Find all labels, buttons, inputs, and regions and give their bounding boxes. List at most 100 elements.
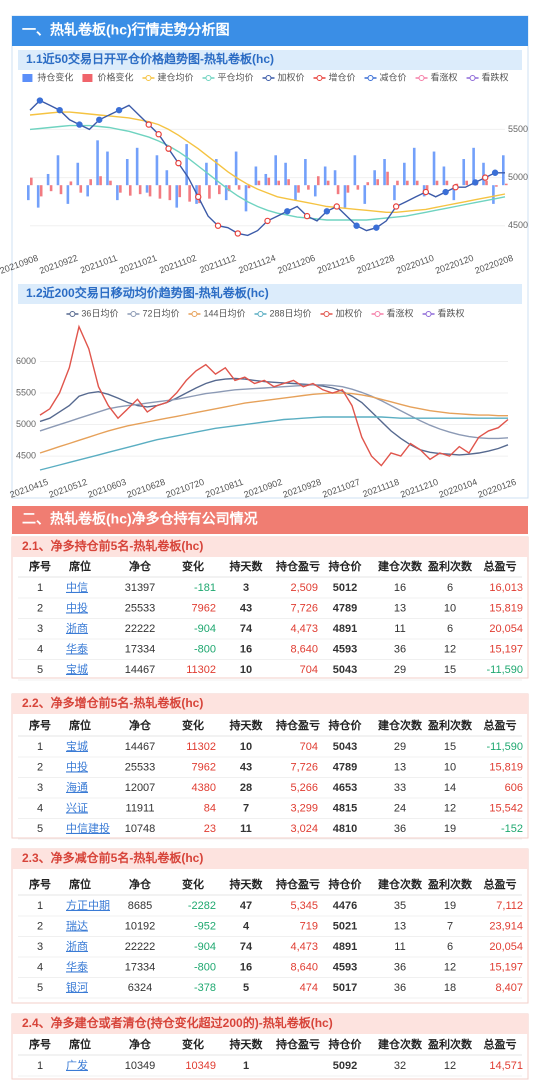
table-cell: 7,726 <box>290 761 318 773</box>
table-cell: 14 <box>444 782 456 794</box>
table-cell: 719 <box>300 920 318 932</box>
seat-link[interactable]: 华泰 <box>66 959 88 973</box>
bar <box>119 185 122 193</box>
point <box>165 145 172 152</box>
bar <box>492 185 495 204</box>
y-tick-label: 6000 <box>16 356 36 366</box>
table-cell: 4891 <box>333 941 357 953</box>
point <box>175 159 182 167</box>
seat-link[interactable]: 浙商 <box>66 621 88 635</box>
table-cell: 7962 <box>192 602 216 614</box>
bar <box>406 180 409 186</box>
table-cell: 4815 <box>333 802 357 814</box>
column-header: 持天数 <box>230 559 264 573</box>
column-header: 序号 <box>29 877 51 891</box>
bar <box>165 170 169 186</box>
bar <box>244 185 248 212</box>
legend-swatch <box>22 74 33 82</box>
legend-swatch <box>257 311 264 317</box>
table-cell: 4,473 <box>290 623 318 635</box>
section-header <box>12 16 528 46</box>
seat-link[interactable]: 中投 <box>66 759 88 773</box>
legend-label: 减仓价 <box>380 71 407 82</box>
table-cell: 19 <box>444 823 456 835</box>
table-cell: 11 <box>394 623 405 635</box>
bar <box>445 180 449 186</box>
point <box>56 106 63 114</box>
table-cell: 3,299 <box>290 802 318 814</box>
bar <box>79 185 83 193</box>
sub-header <box>12 694 528 714</box>
table-cell: 6 <box>447 941 453 953</box>
bar <box>138 185 142 195</box>
seat-link[interactable]: 瑞达 <box>66 918 88 932</box>
table-cell: 8,407 <box>495 982 523 994</box>
table-cell: 7 <box>447 920 453 932</box>
table-cell: 5043 <box>333 664 357 676</box>
table-cell: 28 <box>240 782 252 794</box>
table-cell: 17334 <box>125 643 156 655</box>
column-header: 建仓次数 <box>378 1037 423 1051</box>
table-cell: -378 <box>194 982 216 994</box>
table-cell: 8,640 <box>290 961 318 973</box>
table-cell: 13 <box>394 920 406 932</box>
table-cell: 2 <box>37 920 43 932</box>
column-header: 持仓价 <box>329 559 363 573</box>
seat-link[interactable]: 中投 <box>66 600 88 614</box>
bar <box>247 185 251 189</box>
table-cell: 13 <box>394 761 406 773</box>
bar <box>432 151 436 186</box>
seat-link[interactable]: 中信建投 <box>66 821 110 835</box>
legend-swatch <box>82 74 93 82</box>
seat-link[interactable]: 浙商 <box>66 939 88 953</box>
seat-link[interactable]: 方正中期 <box>66 898 110 912</box>
legend-swatch <box>469 75 476 81</box>
bar <box>59 185 63 195</box>
table-cell: 4 <box>243 920 250 932</box>
column-header: 总盈亏 <box>484 559 517 573</box>
legend-swatch <box>367 75 374 81</box>
column-header: 席位 <box>69 877 91 891</box>
bar <box>208 185 211 199</box>
legend-label: 增仓价 <box>329 71 356 82</box>
table-cell: 3 <box>37 782 43 794</box>
column-header: 建仓次数 <box>378 559 423 573</box>
seat-link[interactable]: 华泰 <box>66 641 88 655</box>
table-cell: 8685 <box>128 900 152 912</box>
bar <box>376 179 379 186</box>
bar <box>66 185 70 204</box>
table-cell: 20,054 <box>489 623 523 635</box>
point <box>373 224 380 231</box>
seat-link[interactable]: 银河 <box>66 980 88 994</box>
bar <box>27 185 30 201</box>
table-cell: 14467 <box>125 664 156 676</box>
table-cell: 4789 <box>333 602 357 614</box>
table-cell: -904 <box>194 623 216 635</box>
bar <box>30 177 33 186</box>
table-cell: 84 <box>204 802 216 814</box>
table-cell: 12 <box>444 643 456 655</box>
column-header: 盈利次数 <box>427 718 473 732</box>
seat-link[interactable]: 宝城 <box>66 739 88 753</box>
seat-link[interactable]: 中信 <box>66 581 88 594</box>
table-cell: 18 <box>444 982 456 994</box>
seat-link[interactable]: 宝城 <box>66 662 88 676</box>
legend-swatch <box>265 75 272 81</box>
bar <box>205 162 208 186</box>
bar <box>274 155 277 186</box>
seat-link[interactable]: 兴证 <box>66 801 88 814</box>
point <box>36 97 44 104</box>
bar <box>185 144 188 186</box>
table-cell: 12 <box>444 802 456 814</box>
column-header: 建仓次数 <box>378 718 423 732</box>
bar <box>145 185 149 193</box>
y-tick-label: 4500 <box>508 220 528 230</box>
legend-label: 36日均价 <box>81 307 118 318</box>
seat-link[interactable]: 海通 <box>66 780 88 794</box>
table-cell: 15,542 <box>489 802 523 814</box>
table-cell: 5012 <box>333 582 357 594</box>
table-cell: -800 <box>194 643 216 655</box>
table-cell: 10192 <box>125 920 156 932</box>
column-header: 持仓盈亏 <box>276 1037 320 1051</box>
seat-link[interactable]: 广发 <box>66 1058 88 1072</box>
